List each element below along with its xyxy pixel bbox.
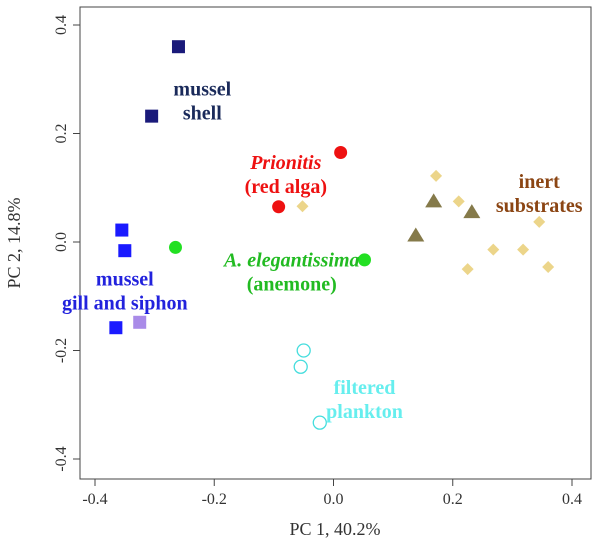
data-point-mussel-gill	[118, 244, 132, 258]
x-tick-label: -0.4	[82, 491, 107, 508]
x-tick-label: 0.2	[443, 491, 463, 508]
y-axis-title: PC 2, 14.8%	[4, 197, 24, 288]
x-tick-label: -0.2	[202, 491, 227, 508]
group-label-gill: mussel gill and siphon	[62, 268, 188, 314]
group-label-line: gill and siphon	[62, 292, 188, 314]
group-label-line: (red alga)	[245, 176, 327, 198]
data-point-plankton	[296, 343, 311, 358]
data-point-inert-diamonds	[452, 195, 465, 208]
y-tick-label: 0.2	[53, 124, 70, 144]
data-point-inert-triangles	[425, 193, 443, 208]
data-point-red-alga	[272, 200, 286, 214]
data-point-red-alga	[334, 145, 348, 159]
data-point-inert-diamonds	[542, 260, 555, 273]
x-axis-title: PC 1, 40.2%	[289, 519, 380, 539]
data-point-mussel-shell	[145, 109, 159, 123]
data-points	[109, 40, 555, 430]
y-tick-label: 0.4	[53, 15, 70, 35]
y-tick-label: -0.2	[53, 338, 70, 363]
y-tick-label: -0.4	[53, 446, 70, 471]
x-tick-label: 0.0	[324, 491, 344, 508]
data-point-mussel-gill-light	[133, 315, 147, 329]
group-label-line: mussel	[173, 79, 231, 101]
group-label-line: (anemone)	[247, 273, 337, 295]
data-point-inert-diamonds	[430, 169, 443, 182]
data-point-inert-triangles	[407, 227, 425, 242]
data-point-anemone	[168, 240, 182, 254]
y-tick-label: 0.0	[53, 232, 70, 252]
y-axis: -0.4 -0.2 0.0 0.2 0.4	[53, 15, 80, 472]
data-point-mussel-gill	[109, 321, 123, 335]
data-point-mussel-shell	[171, 40, 185, 54]
data-point-inert-diamonds	[517, 243, 530, 256]
group-label-anemone: A. elegantissima (anemone)	[222, 249, 360, 295]
data-point-anemone	[358, 253, 372, 267]
group-label-line: A. elegantissima	[222, 249, 360, 271]
x-tick-label: 0.4	[562, 491, 582, 508]
group-label-line: plankton	[326, 401, 403, 423]
group-label-line: mussel	[96, 268, 154, 290]
data-point-inert-triangles	[463, 204, 481, 219]
group-label-shell: mussel shell	[173, 79, 231, 125]
data-point-mussel-gill	[115, 223, 129, 237]
group-label-plankton: filtered plankton	[326, 377, 403, 423]
group-label-inert: inert substrates	[496, 171, 583, 217]
group-label-line: substrates	[496, 195, 583, 217]
data-point-inert-diamonds	[461, 263, 474, 276]
group-label-line: filtered	[334, 377, 396, 399]
plot-frame	[79, 6, 592, 480]
data-point-plankton	[293, 359, 308, 374]
data-point-inert-diamonds	[487, 243, 500, 256]
group-label-alga: Prionitis (red alga)	[245, 152, 327, 198]
x-axis: -0.4 -0.2 0.0 0.2 0.4	[82, 479, 582, 508]
data-point-inert-diamonds	[296, 200, 309, 213]
group-label-line: inert	[519, 171, 560, 193]
group-label-line: Prionitis	[249, 152, 321, 174]
data-point-plankton	[312, 415, 327, 430]
group-label-line: shell	[183, 103, 222, 125]
data-point-inert-diamonds	[533, 215, 546, 228]
